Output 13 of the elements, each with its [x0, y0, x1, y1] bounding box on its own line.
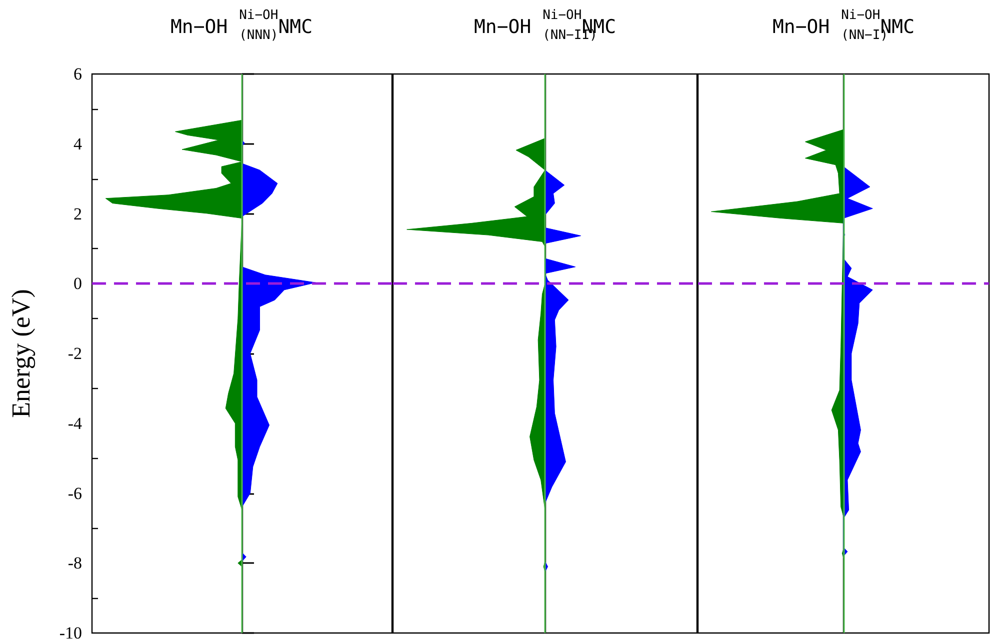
chart-title: Mn−OH $_{(NN−II)}$$^{Ni−OH}$NMC	[472, 8, 618, 43]
y-tick-label: 4	[74, 134, 82, 154]
chart-title: Mn−OH $_{(NNN)}$$^{Ni−OH}$NMC	[169, 8, 314, 43]
y-tick-label: 0	[74, 274, 82, 294]
y-tick-label: -4	[68, 414, 82, 433]
y-tick-label: -8	[68, 554, 82, 573]
y-tick-label: -2	[68, 344, 82, 363]
y-tick-label: 6	[74, 64, 82, 84]
y-axis-title: Energy (eV)	[6, 289, 36, 418]
chart-title: Mn−OH $_{(NN−I)}$$^{Ni−OH}$NMC	[771, 8, 916, 43]
y-tick-label: 2	[74, 204, 82, 224]
y-tick-label: -10	[59, 624, 82, 642]
y-tick-label: -6	[68, 484, 82, 503]
